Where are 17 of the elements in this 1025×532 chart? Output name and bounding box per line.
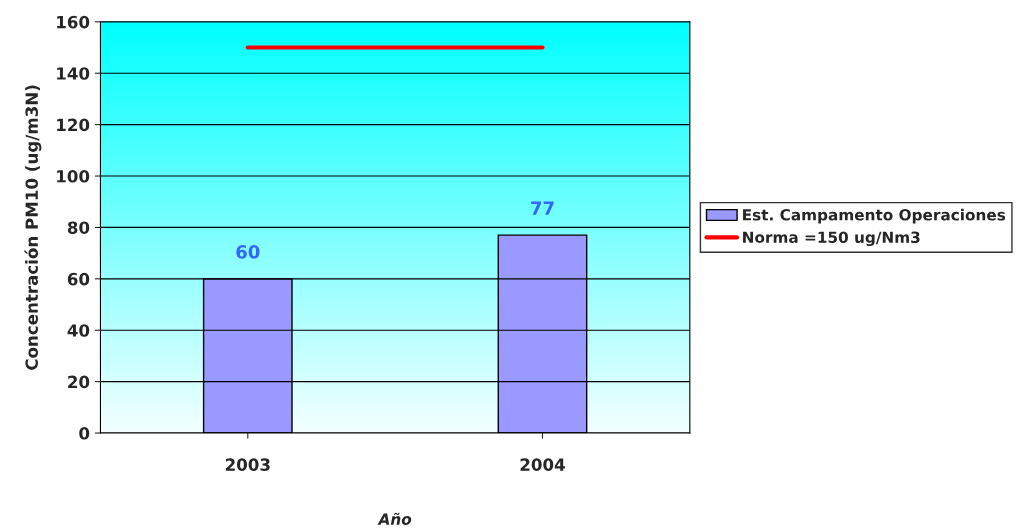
y-tick-label: 100 [57, 169, 90, 183]
data-label: 77 [531, 201, 554, 215]
x-tick-label: 2004 [520, 458, 565, 471]
legend-label: Est. Campamento Operaciones [743, 208, 1006, 224]
y-axis-title: Concentración PM10 (ug/m3N) [24, 85, 42, 370]
y-tick-label: 120 [57, 118, 90, 132]
data-label: 60 [236, 245, 260, 259]
y-tick-label: 80 [67, 221, 90, 234]
y-tick-label: 0 [79, 427, 90, 440]
legend-label: Norma =150 ug/Nm3 [743, 231, 920, 247]
y-tick-label: 40 [67, 324, 90, 337]
y-tick-label: 20 [68, 375, 90, 389]
x-axis-title: Año [377, 512, 412, 525]
y-tick-label: 140 [57, 67, 90, 80]
x-tick-label: 2003 [225, 458, 270, 471]
y-tick-label: 160 [57, 15, 90, 29]
y-tick-label: 60 [67, 272, 90, 286]
